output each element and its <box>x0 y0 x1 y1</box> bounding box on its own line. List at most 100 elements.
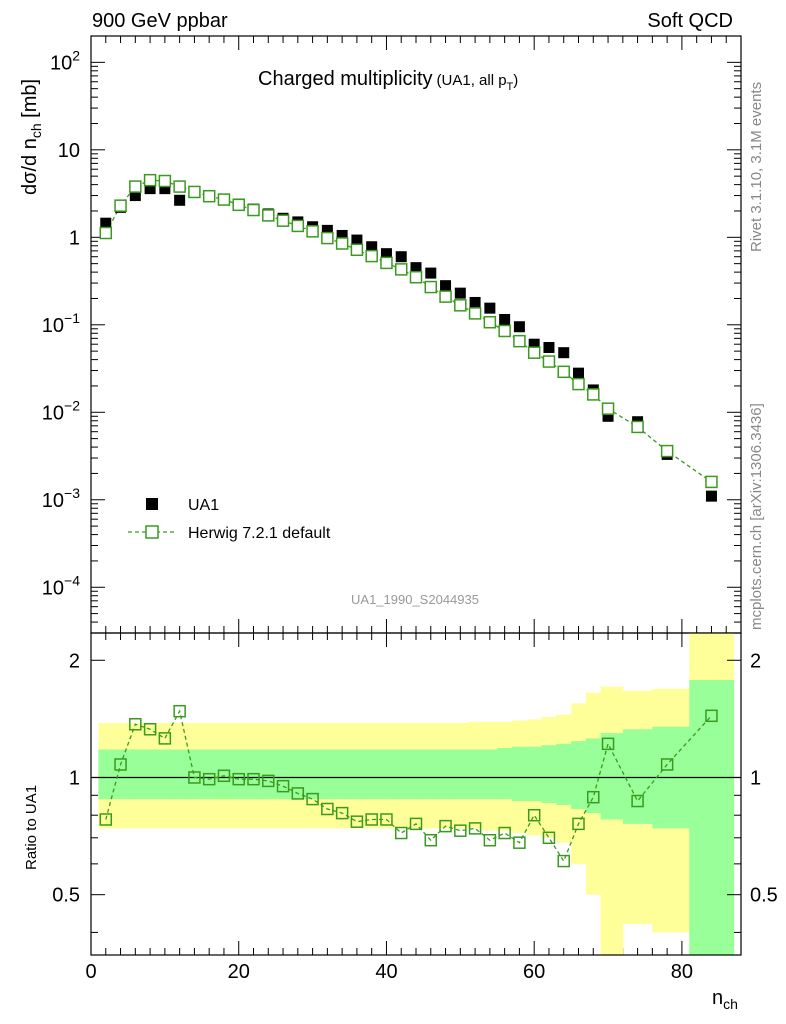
y-tick-label-base: 10 <box>42 490 64 512</box>
chart-subtitle-close: ) <box>513 72 518 89</box>
header-left-label: 900 GeV ppbar <box>92 10 228 32</box>
ratio-band-stat <box>541 745 557 803</box>
x-tick-label: 80 <box>671 961 693 983</box>
ratio-mc-point <box>335 806 349 820</box>
data-point-ua1 <box>454 287 466 299</box>
ratio-band-stat <box>172 749 188 800</box>
ratio-mc-point <box>454 824 467 837</box>
ratio-band-stat <box>305 749 321 800</box>
ratio-band-stat <box>275 749 291 800</box>
ratio-mc-point <box>527 808 541 822</box>
y-tick-label: 10 <box>58 140 80 162</box>
mc-point-herwig <box>232 198 245 212</box>
y-tick-label-base: 10 <box>42 315 64 337</box>
ratio-band-stat <box>585 738 602 814</box>
mc-point-herwig <box>321 231 334 245</box>
x-axis-label-main: n <box>712 987 723 1009</box>
ratio-y-tick-label-left: 0.5 <box>52 885 80 907</box>
ratio-mc-point <box>262 774 275 788</box>
legend-marker-ua1 <box>146 498 158 510</box>
ratio-band-stat <box>467 749 483 800</box>
data-point-ua1 <box>705 490 717 502</box>
chart-title-text: Charged multiplicity <box>258 68 433 90</box>
mc-point-herwig <box>380 256 393 270</box>
mc-point-herwig <box>705 475 718 489</box>
data-point-ua1 <box>395 251 407 263</box>
y-tick-label-exp: −3 <box>64 485 80 501</box>
ratio-band-stat <box>142 749 158 800</box>
ratio-mc-point <box>557 854 570 868</box>
mc-point-herwig <box>262 209 275 222</box>
chart-subtitle: (UA1, all p <box>437 72 507 89</box>
ratio-band-stat <box>290 749 306 800</box>
ratio-band-stat <box>113 749 129 800</box>
mc-point-herwig <box>188 185 201 199</box>
mc-point-herwig <box>365 249 378 263</box>
ratio-mc-point <box>232 772 245 786</box>
y-tick-label: 10−3 <box>42 485 80 512</box>
ratio-mc-point <box>631 794 644 808</box>
ratio-band-stat <box>393 749 410 800</box>
y-tick-label-exp: −1 <box>64 310 80 326</box>
data-point-ua1 <box>469 296 481 308</box>
mc-point-herwig <box>439 290 452 303</box>
mc-point-herwig <box>99 226 113 240</box>
ratio-mc-point <box>513 836 526 849</box>
mc-series-line <box>105 179 712 483</box>
ratio-y-axis-label: Ratio to UA1 <box>23 785 40 870</box>
data-point-ua1 <box>380 248 392 260</box>
mc-point-herwig <box>587 388 600 401</box>
mc-point-herwig <box>129 180 142 193</box>
mc-point-herwig <box>660 444 674 458</box>
ratio-mc-point <box>321 802 334 816</box>
ratio-band-stat <box>98 749 114 800</box>
data-point-ua1 <box>558 347 570 359</box>
y-tick-label: 10−1 <box>42 310 80 337</box>
ratio-panel: 0 20 40 60 80 2 2 1 1 0.5 0.5 <box>52 632 778 983</box>
ratio-band-stat <box>497 748 513 800</box>
mc-point-herwig <box>631 420 644 434</box>
y-tick-label-base: 10 <box>58 140 80 162</box>
mcplots-label: mcplots.cern.ch [arXiv:1306.3436] <box>748 403 765 630</box>
ratio-mc-point <box>247 772 260 786</box>
ratio-mc-point <box>129 717 142 731</box>
y-axis-label-sub: ch <box>28 123 44 138</box>
ratio-mc-point <box>468 822 482 835</box>
ratio-mc-point <box>365 813 378 826</box>
ratio-band-stat <box>571 741 587 809</box>
ratio-band-stat <box>438 749 454 800</box>
data-point-ua1 <box>129 190 141 202</box>
mc-point-herwig <box>513 334 526 348</box>
data-point-ua1 <box>410 262 422 274</box>
ratio-mc-point <box>572 817 585 831</box>
ratio-mc-point <box>424 833 438 847</box>
ratio-mc-point <box>276 779 290 793</box>
ratio-y-tick-label-right: 1 <box>750 767 761 789</box>
data-point-ua1 <box>336 229 348 241</box>
ratio-band-stat <box>260 749 277 800</box>
y-tick-label: 10−2 <box>42 397 80 424</box>
mc-point-herwig <box>424 280 438 294</box>
mc-point-herwig <box>409 270 423 284</box>
y-axis-label: dσ/d nch [mb] <box>19 79 44 195</box>
mc-point-herwig <box>276 214 290 227</box>
x-axis-label-sub: ch <box>723 996 738 1012</box>
ratio-mc-point <box>439 819 452 833</box>
y-tick-label-base: 10 <box>42 577 64 599</box>
ratio-mc-point <box>306 792 319 806</box>
ratio-band-stat <box>512 746 528 802</box>
ratio-y-tick-label-right: 0.5 <box>750 885 778 907</box>
ratio-band-stat <box>482 749 498 800</box>
data-point-ua1 <box>573 367 584 379</box>
ratio-mc-point <box>188 771 201 784</box>
mc-point-herwig <box>542 355 556 368</box>
mc-point-herwig <box>143 173 157 187</box>
data-point-ua1 <box>366 241 378 253</box>
y-axis-label-unit: [mb] <box>19 79 41 123</box>
x-tick-label: 40 <box>375 961 397 983</box>
legend-label-ua1: UA1 <box>188 497 219 514</box>
data-point-ua1 <box>499 313 511 325</box>
data-point-ua1 <box>351 234 363 246</box>
